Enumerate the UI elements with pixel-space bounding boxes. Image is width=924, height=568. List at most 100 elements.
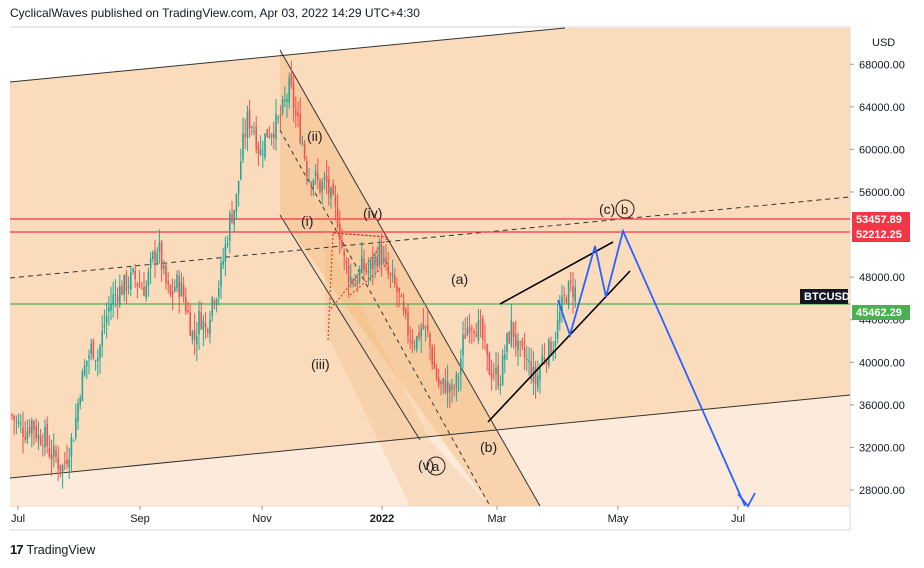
candle bbox=[143, 272, 145, 297]
candle bbox=[352, 277, 354, 288]
candle bbox=[156, 247, 158, 266]
candle bbox=[46, 416, 48, 454]
candle bbox=[347, 257, 350, 298]
candle bbox=[83, 358, 86, 377]
candle bbox=[292, 74, 295, 123]
candle bbox=[174, 279, 176, 293]
candle bbox=[372, 245, 374, 286]
candle bbox=[380, 233, 383, 277]
candle bbox=[565, 295, 568, 304]
candle bbox=[537, 360, 539, 392]
candle bbox=[50, 439, 53, 477]
symbol-badge[interactable]: BTCUSD bbox=[800, 289, 850, 304]
candle bbox=[64, 451, 66, 471]
candle bbox=[416, 335, 418, 353]
candle bbox=[242, 117, 244, 164]
candle bbox=[391, 259, 394, 283]
candle bbox=[222, 247, 224, 270]
candle bbox=[488, 351, 491, 376]
candle bbox=[213, 297, 216, 310]
candle bbox=[198, 300, 200, 350]
currency-label: USD bbox=[872, 37, 895, 49]
candle bbox=[149, 251, 152, 284]
candle bbox=[15, 415, 18, 435]
candle bbox=[231, 200, 233, 224]
candle bbox=[317, 158, 319, 189]
candle bbox=[486, 343, 488, 372]
y-axis-ticks: 68000.00 64000.00 60000.00 56000.00 48000.00… bbox=[850, 59, 905, 497]
candle bbox=[152, 250, 154, 263]
projection-path bbox=[557, 228, 746, 507]
candle bbox=[394, 268, 396, 288]
candle bbox=[563, 286, 565, 304]
publisher-line: CyclicalWaves published on TradingView.c… bbox=[10, 6, 420, 20]
candle bbox=[108, 296, 110, 326]
candle bbox=[178, 269, 180, 314]
candle bbox=[453, 383, 455, 397]
candle bbox=[332, 179, 334, 196]
candle bbox=[541, 344, 543, 366]
candle bbox=[556, 303, 559, 344]
candle bbox=[402, 293, 405, 317]
candle bbox=[125, 269, 128, 304]
wave-label-b: (b) bbox=[480, 439, 497, 455]
candle bbox=[262, 140, 264, 169]
candle bbox=[191, 329, 194, 345]
wedge-upper-line bbox=[499, 241, 614, 305]
candle bbox=[182, 276, 185, 303]
candle bbox=[570, 271, 572, 292]
candle bbox=[233, 209, 235, 233]
candle bbox=[189, 304, 191, 336]
candle bbox=[235, 193, 238, 220]
symbol-badge-text: BTCUSD bbox=[804, 291, 850, 303]
candle bbox=[70, 433, 73, 471]
candle bbox=[339, 210, 341, 254]
candle bbox=[440, 379, 442, 396]
candle bbox=[130, 266, 132, 297]
candle bbox=[334, 185, 337, 221]
candle bbox=[343, 248, 345, 271]
candle bbox=[319, 178, 321, 195]
candle bbox=[180, 272, 183, 297]
candle bbox=[209, 310, 211, 344]
candle bbox=[275, 99, 277, 151]
candle bbox=[444, 368, 447, 395]
candle bbox=[336, 193, 339, 230]
candle bbox=[39, 428, 42, 446]
candle bbox=[468, 313, 471, 344]
rising-channel-fill bbox=[10, 28, 850, 478]
candle bbox=[288, 72, 290, 109]
candle bbox=[163, 259, 165, 275]
candle bbox=[218, 280, 220, 306]
candle bbox=[457, 373, 460, 393]
candle bbox=[389, 272, 392, 289]
candles-layer bbox=[11, 60, 576, 489]
candle bbox=[464, 317, 466, 340]
candle bbox=[68, 447, 70, 480]
candle bbox=[66, 444, 68, 469]
candle bbox=[136, 282, 139, 299]
candle bbox=[413, 339, 416, 351]
candle bbox=[105, 302, 108, 339]
candle bbox=[482, 314, 484, 350]
candle bbox=[86, 360, 88, 380]
candle bbox=[204, 311, 207, 340]
candle bbox=[94, 359, 97, 371]
candle bbox=[308, 168, 310, 184]
candle bbox=[545, 359, 548, 374]
candle bbox=[220, 256, 222, 300]
candle bbox=[409, 326, 411, 350]
candle bbox=[251, 125, 253, 136]
footer-brand-text: TradingView bbox=[26, 542, 96, 557]
y-tick-label: 36000.00 bbox=[859, 400, 905, 412]
wave-label-iv: (iv) bbox=[363, 205, 382, 221]
candle bbox=[44, 419, 46, 456]
candle bbox=[57, 446, 59, 482]
candle bbox=[284, 86, 286, 108]
wave-label-v: (v) bbox=[418, 457, 434, 473]
price-badge-53457: 53457.89 bbox=[852, 212, 910, 227]
candle bbox=[154, 240, 156, 279]
y-tick-label: 64000.00 bbox=[859, 102, 905, 114]
candle bbox=[422, 308, 425, 331]
